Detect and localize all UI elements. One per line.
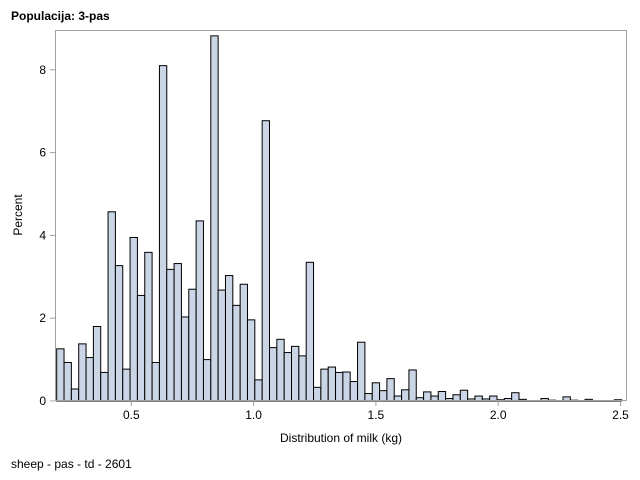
histogram-bar bbox=[166, 268, 175, 402]
histogram-bar bbox=[136, 294, 146, 402]
histogram-bar bbox=[114, 265, 124, 402]
histogram-bar bbox=[70, 388, 80, 402]
histogram-bar bbox=[357, 341, 366, 402]
histogram-bar bbox=[386, 378, 395, 402]
histogram-bar bbox=[268, 347, 278, 402]
histogram-bar bbox=[401, 389, 410, 402]
histogram-bar bbox=[364, 393, 373, 402]
histogram-bar bbox=[254, 379, 263, 402]
x-tick-label: 2.0 bbox=[490, 408, 507, 422]
histogram-bar bbox=[180, 316, 190, 402]
histogram-bar bbox=[298, 355, 307, 402]
histogram-bar bbox=[85, 357, 94, 402]
histogram-bar bbox=[144, 251, 153, 402]
histogram-bar bbox=[56, 348, 65, 402]
histogram-bar bbox=[320, 368, 329, 402]
histogram-bar bbox=[107, 211, 116, 402]
x-tick-label: 1.0 bbox=[245, 408, 262, 422]
y-axis-label: Percent bbox=[11, 194, 25, 236]
histogram-bar bbox=[313, 386, 322, 402]
histogram-bar bbox=[408, 369, 417, 402]
y-tick-label: 6 bbox=[39, 146, 46, 160]
histogram-bar bbox=[210, 35, 219, 402]
histogram-bar bbox=[305, 261, 315, 402]
y-tick-label: 0 bbox=[39, 394, 46, 408]
x-tick-label: 2.5 bbox=[612, 408, 629, 422]
histogram-bar bbox=[232, 304, 241, 402]
ticks-group: 0.5 1.0 1.5 2.0 2.5 0 2 4 6 8 bbox=[39, 63, 629, 422]
histogram-bar bbox=[261, 120, 270, 402]
histogram-bar bbox=[379, 390, 388, 402]
histogram-bar bbox=[63, 361, 72, 402]
x-tick-label: 1.5 bbox=[368, 408, 385, 422]
histogram-bar bbox=[283, 352, 293, 402]
histogram-bar bbox=[122, 368, 131, 402]
histogram-bar bbox=[371, 382, 381, 402]
footnote: sheep - pas - td - 2601 bbox=[11, 457, 132, 471]
histogram-bar bbox=[173, 263, 182, 402]
y-tick-label: 8 bbox=[39, 63, 46, 77]
histogram-bar bbox=[188, 288, 197, 402]
histogram-bar bbox=[239, 283, 248, 402]
x-tick-label: 0.5 bbox=[123, 408, 140, 422]
y-tick-label: 4 bbox=[39, 228, 46, 242]
histogram-bar bbox=[276, 338, 285, 402]
histogram-bar bbox=[423, 391, 432, 402]
histogram-bar bbox=[202, 359, 212, 402]
histogram-bar bbox=[459, 389, 469, 402]
histogram-bar bbox=[335, 371, 344, 402]
histogram-bar bbox=[349, 381, 359, 402]
histogram-bar bbox=[224, 275, 234, 402]
histogram-bar bbox=[342, 371, 351, 402]
histogram-bar bbox=[129, 236, 138, 402]
histogram-bar bbox=[437, 390, 447, 402]
y-tick-label: 2 bbox=[39, 311, 46, 325]
bars-group bbox=[56, 35, 623, 402]
histogram-bar bbox=[246, 319, 256, 402]
x-axis-label: Distribution of milk (kg) bbox=[280, 431, 402, 445]
histogram-bar bbox=[291, 345, 300, 402]
histogram-bar bbox=[511, 392, 520, 402]
histogram-bar bbox=[151, 361, 160, 402]
histogram-bar bbox=[217, 289, 226, 402]
histogram-bar bbox=[100, 371, 109, 402]
histogram-bar bbox=[92, 325, 102, 402]
chart-title: Populacija: 3-pas bbox=[11, 9, 110, 23]
histogram-bar bbox=[327, 366, 337, 402]
histogram-bar bbox=[195, 220, 204, 402]
histogram-bar bbox=[78, 343, 87, 402]
histogram-bar bbox=[158, 65, 168, 402]
